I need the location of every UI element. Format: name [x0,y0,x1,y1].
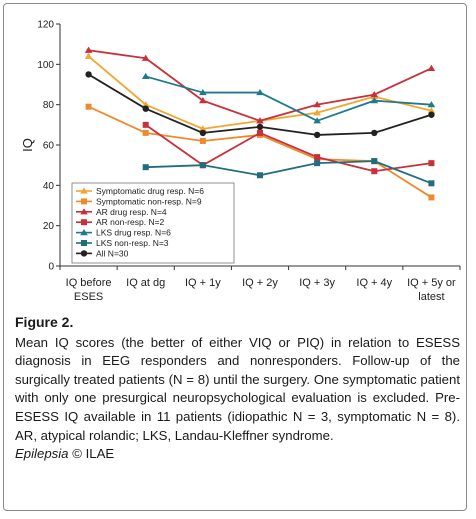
caption-title: Figure 2. [15,314,74,330]
data-point [199,97,207,104]
data-point [142,129,149,136]
data-point [314,154,321,161]
series-7 [85,71,435,139]
x-tick-label: IQ + 1y [185,277,221,289]
data-point [256,88,264,96]
series-line [145,124,432,173]
legend-label: AR non-resp. N=2 [96,217,165,227]
data-point [199,125,207,132]
data-point [427,101,436,108]
data-point [142,105,149,112]
legend-label: Symptomatic drug resp. N=6 [96,186,204,196]
data-point [428,194,435,201]
legend-item: AR drug resp. N=4 [76,207,167,217]
legend-item: Symptomatic drug resp. N=6 [76,186,204,196]
x-tick-label: latest [418,291,444,303]
legend-item: All N=30 [76,248,129,258]
data-point [199,88,207,96]
data-point [370,97,379,104]
data-point [427,107,436,114]
legend-label: LKS non-resp. N=3 [96,238,169,248]
data-point [256,117,264,124]
data-point [142,164,149,171]
x-tick-label: IQ at dg [126,277,165,289]
legend-item: Symptomatic non-resp. N=9 [76,196,202,206]
series-6 [142,158,435,187]
y-tick-label: 120 [37,20,54,31]
series-line [145,75,432,122]
legend-marker [81,240,87,246]
data-point [314,160,321,167]
legend-label: All N=30 [96,248,129,258]
legend-marker [80,250,88,257]
series-5 [141,72,436,124]
data-point [313,109,321,116]
data-point [84,46,93,53]
data-point [141,101,150,108]
data-point [256,123,264,131]
x-tick-label: IQ + 5y or [407,277,456,289]
data-point [370,90,379,98]
y-tick-label: 20 [43,221,55,232]
y-tick-label: 60 [43,141,55,152]
journal-name: Epilepsia [15,446,69,462]
legend-label: Symptomatic non-resp. N=9 [96,196,202,206]
legend-item: AR non-resp. N=2 [76,217,165,227]
data-point [313,117,321,124]
y-tick-label: 0 [48,262,54,273]
x-tick-label: IQ before [66,277,112,289]
caption-journal: Epilepsia © ILAE [15,445,460,464]
data-point [142,121,149,128]
legend-item: LKS drug resp. N=6 [76,228,171,238]
data-point [141,72,150,80]
legend-item: LKS non-resp. N=3 [76,238,169,248]
data-point [141,54,150,61]
y-tick-label: 100 [37,60,54,71]
legend-label: LKS drug resp. N=6 [96,228,171,238]
data-point [257,129,263,136]
data-point [371,158,378,165]
legend-box [71,182,235,264]
y-axis-title: IQ [20,138,35,152]
series-3 [84,46,436,124]
legend-marker [81,219,87,226]
legend-label: AR drug resp. N=4 [96,207,167,217]
x-axis: IQ before ESES IQ at dg IQ + 1y IQ + 2y IQ + … [59,265,461,303]
data-point [199,137,206,144]
x-tick-label: IQ + 2y [242,277,278,289]
x-tick-label: IQ + 3y [299,277,335,289]
data-point [313,101,321,108]
legend-marker [80,187,88,194]
x-tick-label: IQ + 4y [356,277,392,289]
data-point [371,129,378,137]
data-point [257,172,263,179]
data-point [427,64,436,71]
data-point [428,111,435,118]
legend-marker [81,198,87,205]
data-point [84,52,93,59]
y-tick-label: 80 [43,100,55,111]
data-point [85,103,92,110]
caption-body: Mean IQ scores (the better of either VIQ… [15,334,460,443]
x-tick-label: ESES [74,291,103,303]
figure-caption: Figure 2. Mean IQ scores (the better of … [15,313,460,464]
series-line [145,160,432,185]
data-point [199,162,206,169]
series-lines [84,46,436,201]
legend-marker [80,208,88,215]
copyright-text: © ILAE [68,446,115,462]
data-point [313,131,321,139]
data-point [428,180,435,187]
legend-marker [80,229,88,236]
y-tick-label: 40 [43,181,55,192]
data-point [85,71,92,78]
y-axis: 0 20 40 60 80 100 120 [37,20,61,273]
data-point [428,160,435,167]
data-point [199,129,207,137]
series-line [88,49,432,122]
data-point [371,168,378,175]
